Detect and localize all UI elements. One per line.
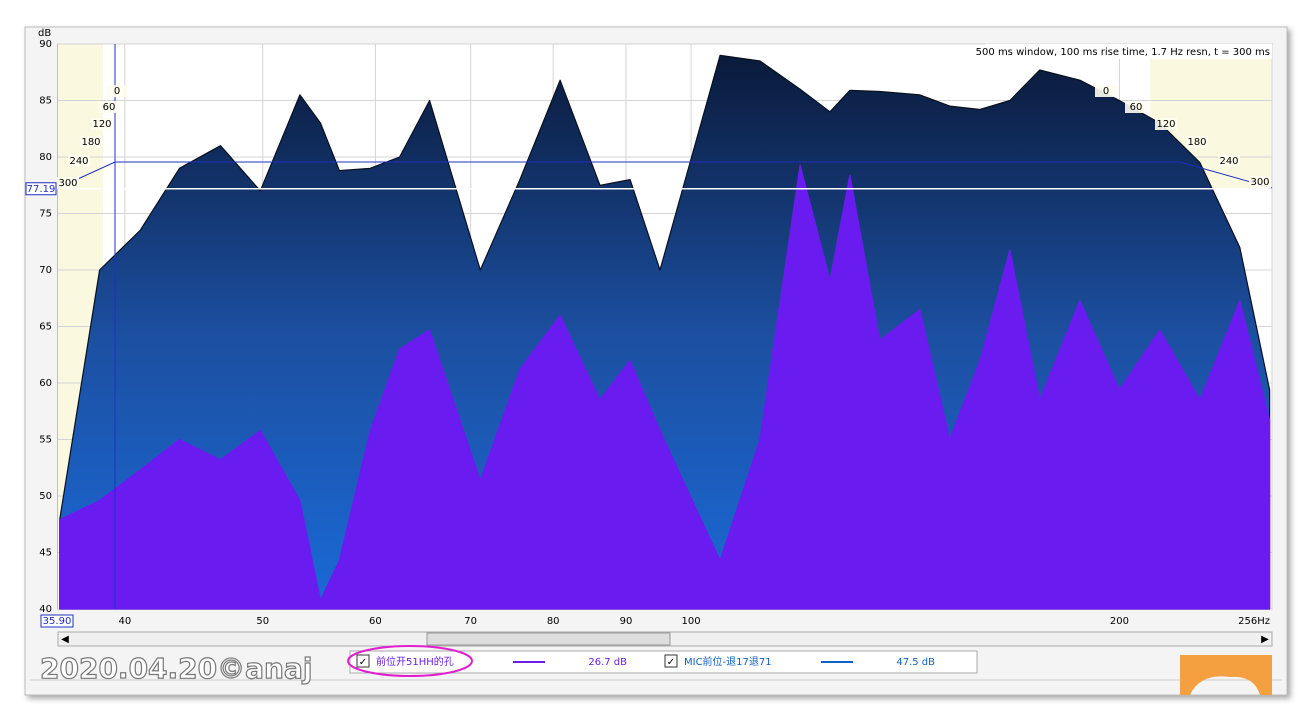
time-label-box [98,101,120,113]
time-label-box [1125,101,1147,113]
time-label-box [57,177,79,189]
y-tick-label: 60 [39,378,52,389]
x-tick-label: 50 [256,616,269,627]
highlight-ellipse [347,645,473,677]
perspective-line [57,161,1273,189]
y-tick-label: 65 [39,322,52,333]
time-label: 0 [1103,86,1109,97]
time-label-box [1186,136,1208,148]
time-label-box [1155,118,1177,130]
time-label: 300 [1250,177,1269,188]
x-tick-label: 70 [464,616,477,627]
y-tick-label: 75 [39,209,52,220]
x-tick-label: 90 [620,616,633,627]
time-label: 240 [1219,156,1238,167]
x-tick-label: 40 [118,616,131,627]
time-label: 120 [1156,119,1175,130]
y-tick-label: 80 [39,152,52,163]
legend-checkbox[interactable] [664,654,678,668]
legend-name: MIC前位-退17退71 [684,655,772,668]
legend-name: 前位开51HH的孔 [376,655,454,668]
y-unit: dB [38,28,51,39]
x-tick-label: 60 [369,616,382,627]
info-text: 500 ms window, 100 ms rise time, 1.7 Hz … [976,47,1270,58]
time-label: 120 [92,119,111,130]
y-tick-label: 85 [39,96,52,107]
time-label: 0 [114,86,120,97]
x-tick-label: 100 [682,616,701,627]
time-label: 180 [1187,137,1206,148]
time-label-box [1218,155,1240,167]
legend-bar [349,650,978,674]
time-label: 60 [1130,102,1143,113]
time-label: 300 [58,178,77,189]
legend-check: ✓ [359,657,367,668]
x-tick-label: 256Hz [1238,616,1270,627]
legend-check: ✓ [667,657,675,668]
x-tick-label: 200 [1110,616,1129,627]
y-tick-label: 55 [39,435,52,446]
x-cursor-readout: 35.90 [43,616,72,627]
legend-checkbox[interactable] [356,654,370,668]
scroll-left[interactable]: ◀ [61,634,69,645]
time-label: 240 [69,156,88,167]
y-tick-label: 70 [39,265,52,276]
time-label-box [80,136,102,148]
y-tick-label: 90 [39,39,52,50]
logo [1180,655,1272,695]
time-label-box [68,155,90,167]
time-label-box [1095,85,1117,97]
time-label-box [1249,176,1271,188]
scroll-thumb[interactable] [426,632,671,646]
info-box [985,44,1272,59]
time-label-box [91,118,113,130]
y-cursor-box [25,182,57,196]
time-label: 60 [103,102,116,113]
x-tick-label: 80 [547,616,560,627]
y-tick-label: 50 [39,491,52,502]
time-label: 180 [81,137,100,148]
front-slice [59,164,1271,610]
time-label-box [106,85,128,97]
y-tick-label: 45 [39,548,52,559]
y-cursor-readout: 77.19 [27,184,56,195]
y-tick-label: 40 [39,604,52,615]
legend-value: 47.5 dB [896,657,935,668]
watermark: 2020.04.20©anaj [40,652,312,685]
scroll-right[interactable]: ▶ [1261,634,1269,645]
x-cursor-box [40,614,74,628]
legend-value: 26.7 dB [588,657,627,668]
